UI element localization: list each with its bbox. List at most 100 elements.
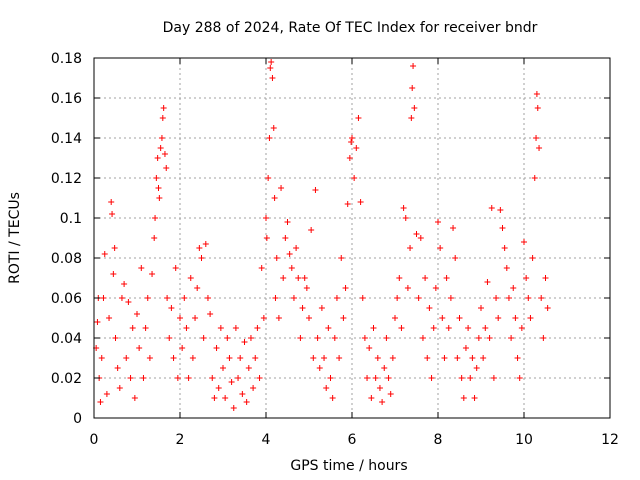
data-point-marker bbox=[226, 355, 233, 361]
x-tick-label: 2 bbox=[176, 432, 185, 448]
data-point-marker bbox=[338, 255, 345, 261]
data-point-marker bbox=[383, 335, 390, 341]
data-point-marker bbox=[211, 395, 218, 401]
data-point-marker bbox=[394, 295, 401, 301]
data-point-marker bbox=[366, 345, 373, 351]
data-point-marker bbox=[435, 219, 441, 225]
data-point-marker bbox=[400, 205, 407, 211]
data-point-marker bbox=[177, 315, 183, 321]
data-point-marker bbox=[392, 315, 398, 321]
data-point-marker bbox=[521, 239, 527, 245]
data-point-marker bbox=[376, 385, 383, 391]
data-point-marker bbox=[484, 279, 491, 285]
data-point-marker bbox=[518, 325, 525, 331]
data-point-marker bbox=[422, 275, 429, 281]
data-point-marker bbox=[407, 245, 414, 251]
x-tick-label: 0 bbox=[90, 432, 99, 448]
data-point-marker bbox=[174, 375, 181, 381]
data-point-marker bbox=[439, 315, 446, 321]
data-point-marker bbox=[525, 295, 532, 301]
data-point-marker bbox=[364, 375, 371, 381]
data-point-marker bbox=[540, 335, 547, 341]
data-point-marker bbox=[299, 305, 306, 311]
data-point-marker bbox=[209, 375, 216, 381]
data-point-marker bbox=[155, 185, 162, 191]
data-point-marker bbox=[411, 105, 418, 111]
data-point-marker bbox=[215, 385, 222, 391]
data-point-marker bbox=[183, 325, 190, 331]
data-point-marker bbox=[118, 295, 125, 301]
data-point-marker bbox=[217, 325, 224, 331]
data-point-marker bbox=[258, 265, 265, 271]
data-point-marker bbox=[134, 311, 140, 317]
y-tick-label: 0.14 bbox=[51, 131, 82, 147]
data-point-marker bbox=[348, 139, 355, 145]
data-point-marker bbox=[325, 325, 332, 331]
data-point-marker bbox=[243, 399, 250, 405]
data-point-marker bbox=[432, 285, 439, 291]
data-point-marker bbox=[288, 265, 295, 271]
data-point-marker bbox=[374, 355, 381, 361]
data-point-marker bbox=[404, 285, 411, 291]
data-point-marker bbox=[202, 241, 209, 247]
data-point-marker bbox=[265, 175, 272, 181]
data-point-marker bbox=[379, 399, 386, 405]
data-point-marker bbox=[514, 355, 521, 361]
data-point-marker bbox=[475, 335, 482, 341]
y-axis-label: ROTI / TECUs bbox=[7, 192, 23, 284]
data-point-marker bbox=[452, 255, 459, 261]
data-point-marker bbox=[156, 195, 163, 201]
data-point-marker bbox=[280, 275, 287, 281]
data-point-marker bbox=[398, 325, 405, 331]
data-point-marker bbox=[153, 175, 160, 181]
data-point-marker bbox=[482, 325, 489, 331]
data-point-marker bbox=[268, 59, 275, 65]
data-point-marker bbox=[310, 355, 317, 361]
data-point-marker bbox=[516, 375, 523, 381]
data-point-marker bbox=[260, 315, 267, 321]
data-point-marker bbox=[263, 235, 270, 241]
data-point-marker bbox=[344, 201, 351, 207]
data-point-marker bbox=[297, 335, 304, 341]
y-tick-label: 0.18 bbox=[51, 51, 82, 67]
data-point-marker bbox=[450, 225, 457, 231]
data-point-marker bbox=[94, 319, 101, 325]
data-point-marker bbox=[357, 199, 364, 205]
data-point-marker bbox=[340, 315, 347, 321]
data-point-marker bbox=[166, 335, 173, 341]
data-point-marker bbox=[152, 215, 159, 221]
data-point-marker bbox=[98, 355, 105, 361]
data-point-marker bbox=[157, 145, 164, 151]
data-point-marker bbox=[245, 365, 252, 371]
data-point-marker bbox=[488, 205, 495, 211]
data-point-marker bbox=[140, 375, 147, 381]
data-point-marker bbox=[368, 395, 375, 401]
data-point-marker bbox=[331, 335, 338, 341]
chart-title: Day 288 of 2024, Rate Of TEC Index for r… bbox=[163, 20, 538, 36]
data-point-marker bbox=[149, 271, 156, 277]
data-point-marker bbox=[103, 391, 110, 397]
data-point-marker bbox=[321, 355, 328, 361]
data-point-marker bbox=[342, 285, 349, 291]
data-point-marker bbox=[389, 355, 396, 361]
data-point-marker bbox=[372, 375, 379, 381]
data-point-marker bbox=[533, 91, 540, 97]
data-point-marker bbox=[142, 325, 149, 331]
data-point-marker bbox=[490, 375, 497, 381]
data-point-marker bbox=[164, 295, 171, 301]
data-point-marker bbox=[293, 245, 300, 251]
data-point-marker bbox=[181, 295, 188, 301]
data-point-marker bbox=[275, 315, 282, 321]
data-point-marker bbox=[473, 365, 480, 371]
data-point-marker bbox=[266, 135, 273, 141]
data-point-marker bbox=[194, 285, 201, 291]
data-point-marker bbox=[271, 195, 278, 201]
data-point-marker bbox=[480, 355, 487, 361]
data-point-marker bbox=[116, 385, 123, 391]
data-point-marker bbox=[220, 365, 226, 371]
data-point-marker bbox=[127, 375, 134, 381]
data-point-marker bbox=[207, 311, 214, 317]
data-point-marker bbox=[454, 355, 461, 361]
data-point-marker bbox=[529, 255, 536, 261]
y-tick-label: 0.02 bbox=[51, 371, 82, 387]
